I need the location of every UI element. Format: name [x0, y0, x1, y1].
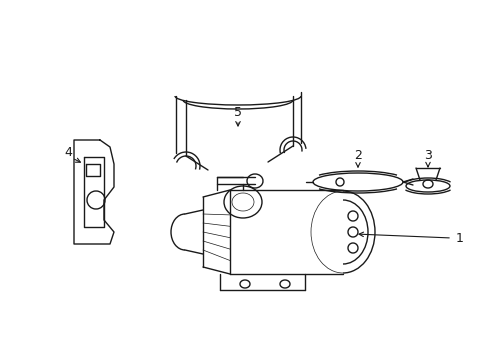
Text: 3: 3 [423, 149, 431, 162]
Text: 1: 1 [455, 231, 463, 244]
Text: 2: 2 [353, 149, 361, 162]
Text: 5: 5 [234, 105, 242, 118]
Text: 4: 4 [64, 145, 72, 158]
